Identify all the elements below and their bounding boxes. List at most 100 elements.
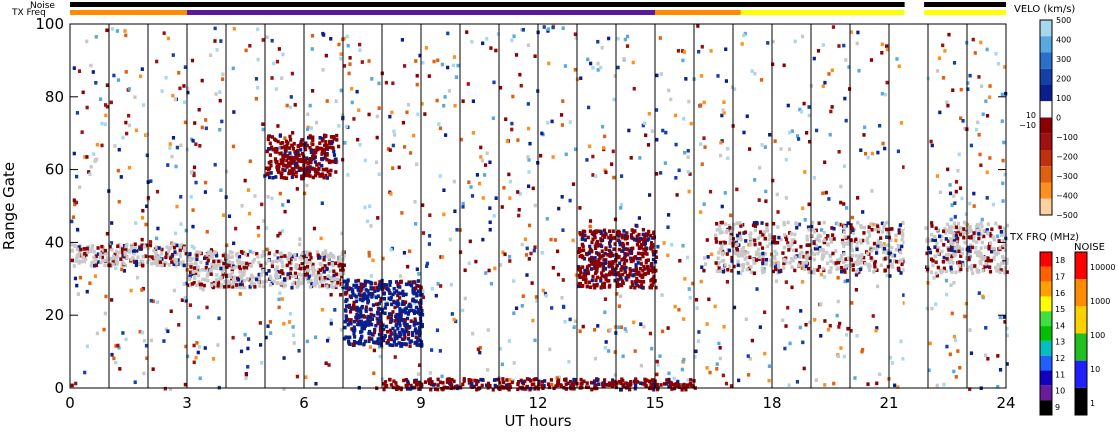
- feature-cell: [172, 262, 176, 266]
- feature-cell: [842, 230, 846, 234]
- feature-cell: [274, 160, 279, 165]
- feature-cell: [717, 250, 721, 255]
- feature-cell: [655, 382, 659, 387]
- scatter-cell: [499, 263, 503, 267]
- feature-cell: [342, 254, 346, 258]
- scatter-cell: [177, 71, 181, 75]
- feature-cell: [274, 274, 278, 278]
- scatter-cell: [197, 107, 201, 112]
- feature-cell: [610, 382, 614, 387]
- feature-cell: [870, 227, 874, 232]
- feature-cell: [805, 243, 809, 247]
- velocity-tick-label: −300: [1056, 172, 1078, 181]
- feature-cell: [225, 279, 229, 283]
- scatter-cell: [953, 201, 957, 205]
- scatter-cell: [432, 59, 436, 64]
- feature-cell: [231, 285, 235, 289]
- feature-cell: [354, 315, 358, 320]
- feature-cell: [353, 293, 357, 298]
- feature-cell: [870, 258, 874, 263]
- scatter-cell: [675, 193, 679, 197]
- scatter-cell: [896, 385, 900, 389]
- feature-cell: [952, 221, 956, 226]
- scatter-cell: [535, 299, 539, 303]
- feature-cell: [172, 245, 177, 250]
- feature-cell: [391, 326, 395, 331]
- feature-cell: [184, 251, 188, 256]
- feature-cell: [633, 255, 637, 259]
- feature-cell: [286, 272, 290, 276]
- scatter-cell: [346, 173, 350, 177]
- feature-cell: [86, 244, 90, 249]
- feature-cell: [269, 276, 273, 281]
- scatter-cell: [200, 78, 204, 83]
- feature-cell: [843, 225, 847, 229]
- scatter-cell: [670, 242, 674, 247]
- scatter-cell: [231, 144, 236, 149]
- feature-cell: [330, 277, 334, 282]
- feature-cell: [1001, 254, 1005, 259]
- feature-cell: [862, 225, 867, 230]
- feature-cell: [718, 247, 722, 251]
- feature-cell: [960, 226, 964, 231]
- feature-cell: [728, 235, 732, 239]
- feature-cell: [636, 239, 641, 244]
- feature-cell: [637, 284, 642, 289]
- scatter-cell: [418, 53, 422, 58]
- scatter-cell: [790, 285, 794, 290]
- feature-cell: [616, 271, 620, 275]
- feature-cell: [416, 337, 420, 341]
- feature-cell: [738, 234, 743, 239]
- scatter-cell: [182, 282, 186, 286]
- feature-cell: [268, 153, 272, 157]
- feature-cell: [344, 286, 348, 290]
- scatter-cell: [650, 346, 654, 351]
- feature-cell: [901, 234, 905, 238]
- feature-cell: [293, 164, 298, 169]
- feature-cell: [807, 227, 811, 232]
- scatter-cell: [397, 165, 401, 170]
- feature-cell: [197, 280, 201, 284]
- feature-cell: [900, 244, 904, 249]
- feature-cell: [412, 323, 416, 327]
- scatter-cell: [184, 281, 188, 286]
- feature-cell: [398, 310, 402, 314]
- velocity-swatch: [1040, 150, 1052, 167]
- feature-cell: [327, 159, 331, 163]
- feature-cell: [100, 255, 105, 260]
- scatter-cell: [885, 47, 890, 52]
- feature-cell: [593, 235, 597, 240]
- feature-cell: [310, 157, 314, 162]
- feature-cell: [96, 252, 100, 256]
- feature-cell: [597, 257, 601, 262]
- feature-cell: [352, 304, 356, 309]
- scatter-cell: [771, 39, 775, 44]
- scatter-cell: [179, 222, 183, 226]
- feature-cell: [812, 252, 817, 257]
- feature-cell: [423, 380, 428, 384]
- scatter-cell: [293, 103, 297, 107]
- scatter-cell: [144, 343, 149, 348]
- feature-cell: [123, 252, 127, 257]
- feature-cell: [944, 231, 948, 235]
- feature-cell: [975, 267, 979, 272]
- scatter-cell: [280, 76, 284, 81]
- feature-cell: [853, 239, 858, 243]
- feature-cell: [218, 276, 222, 281]
- scatter-cell: [796, 137, 801, 141]
- feature-cell: [654, 285, 658, 290]
- scatter-cell: [468, 239, 472, 244]
- feature-cell: [749, 265, 753, 269]
- feature-cell: [158, 260, 162, 264]
- feature-cell: [983, 264, 987, 269]
- feature-cell: [832, 237, 836, 241]
- feature-cell: [818, 245, 822, 250]
- feature-cell: [351, 291, 355, 296]
- feature-cell: [773, 240, 778, 245]
- feature-cell: [952, 252, 956, 257]
- feature-cell: [543, 379, 547, 383]
- feature-cell: [899, 250, 903, 255]
- scatter-cell: [821, 84, 825, 89]
- feature-cell: [782, 222, 786, 227]
- scatter-cell: [951, 88, 955, 93]
